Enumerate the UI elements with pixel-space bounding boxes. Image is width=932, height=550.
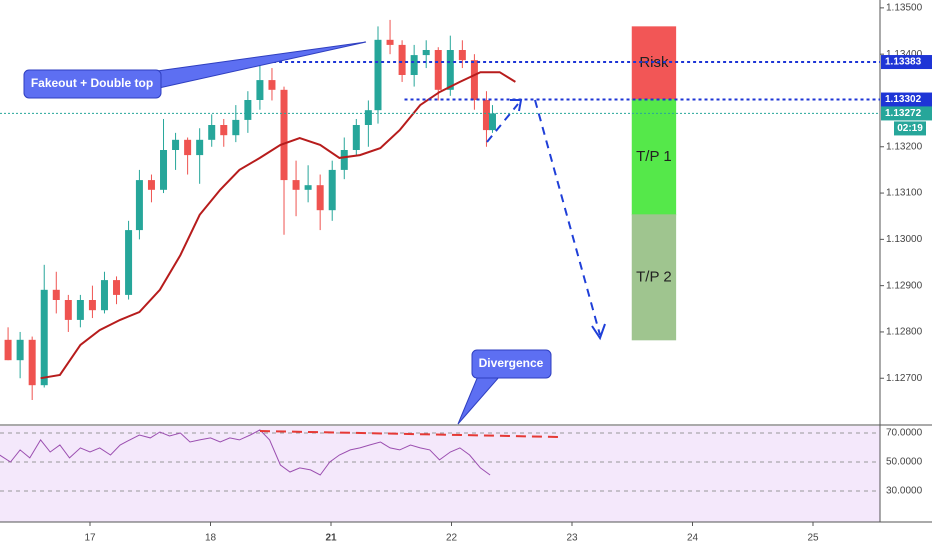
candle-body — [434, 50, 442, 90]
candle-body — [422, 50, 430, 56]
candle-body — [52, 289, 60, 300]
arrow-head — [591, 323, 606, 341]
candle-body — [398, 44, 406, 75]
y-tick-label: 1.13200 — [886, 141, 923, 152]
candle-body — [304, 185, 312, 190]
rsi-tick-label: 50.0000 — [886, 457, 923, 468]
callout-box — [23, 69, 162, 99]
countdown-label: 02:19 — [897, 123, 923, 134]
projection-arrows — [486, 99, 601, 336]
candle-body — [88, 300, 96, 311]
price-tag-label: 1.13383 — [885, 57, 922, 68]
x-tick-label: 25 — [807, 533, 819, 544]
y-tick-label: 1.13000 — [886, 234, 923, 245]
candle-body — [28, 339, 36, 386]
candle-body — [374, 39, 382, 111]
price-tag — [881, 92, 932, 107]
position-zone — [631, 99, 677, 216]
countdown-tag — [894, 121, 926, 136]
candle-body — [64, 300, 72, 320]
moving-average — [40, 71, 516, 380]
callout-text: Fakeout + Double top — [31, 76, 153, 90]
candle-body — [244, 100, 252, 120]
zone-label: Risk — [639, 54, 669, 71]
rsi-background — [0, 426, 880, 522]
zone-label: T/P 2 — [636, 268, 672, 285]
candle-body — [364, 110, 372, 125]
price-tag — [881, 106, 932, 121]
price-tag — [881, 55, 932, 70]
candle-body — [268, 80, 276, 90]
callout-text: Divergence — [479, 356, 544, 370]
arrow-head — [510, 99, 523, 112]
candle-body — [184, 139, 192, 156]
x-tick-label: 21 — [325, 533, 337, 544]
x-tick-label: 22 — [446, 533, 458, 544]
candle-body — [316, 185, 324, 211]
candle-body — [135, 180, 143, 231]
rsi-tick-label: 70.0000 — [886, 428, 923, 439]
x-tick-label: 23 — [566, 533, 578, 544]
candle-body — [488, 113, 496, 131]
candle-body — [125, 230, 133, 295]
candle-body — [352, 125, 360, 150]
candle-body — [147, 180, 155, 190]
x-tick-label: 24 — [687, 533, 699, 544]
candle-body — [208, 125, 216, 140]
y-tick-label: 1.13500 — [886, 3, 923, 14]
y-tick-label: 1.12800 — [886, 327, 923, 338]
candle-body — [280, 89, 288, 181]
candle-body — [160, 150, 168, 190]
candle-body — [328, 169, 336, 211]
y-tick-label: 1.13100 — [886, 188, 923, 199]
rsi-tick-label: 30.0000 — [886, 486, 923, 497]
rsi-line — [0, 429, 491, 476]
y-tick-label: 1.12700 — [886, 373, 923, 384]
candle-body — [232, 119, 240, 136]
candle-body — [458, 50, 466, 61]
candle-body — [172, 139, 180, 150]
candle-body — [76, 300, 84, 320]
divergence-line — [259, 430, 561, 438]
candle-body — [4, 339, 12, 361]
candle-body — [40, 289, 48, 386]
candle-body — [386, 39, 394, 45]
x-tick-label: 18 — [205, 533, 217, 544]
arrow-down — [534, 99, 601, 336]
position-zone — [631, 214, 677, 341]
y-tick-label: 1.13400 — [886, 49, 923, 60]
candle-body — [256, 80, 264, 100]
candle-body — [292, 180, 300, 190]
candle-body — [410, 55, 418, 75]
price-tag-label: 1.13302 — [885, 94, 922, 105]
candle-body — [340, 150, 348, 170]
y-tick-label: 1.12900 — [886, 280, 923, 291]
candle-body — [196, 139, 204, 156]
callout-box — [471, 349, 552, 379]
zone-label: T/P 1 — [636, 148, 672, 165]
candle-body — [446, 50, 454, 90]
candle-body — [470, 60, 478, 100]
candle-body — [113, 280, 121, 295]
price-tag-label: 1.13272 — [885, 108, 922, 119]
plot-layer: Risk T/P 1 T/P 2 1.13500 1.13400 1.13200 1.131… — [0, 3, 932, 544]
x-tick-label: 17 — [84, 533, 96, 544]
candle-body — [220, 125, 228, 136]
candle-body — [16, 339, 24, 361]
candle-body — [482, 100, 490, 131]
candle-body — [100, 280, 108, 311]
